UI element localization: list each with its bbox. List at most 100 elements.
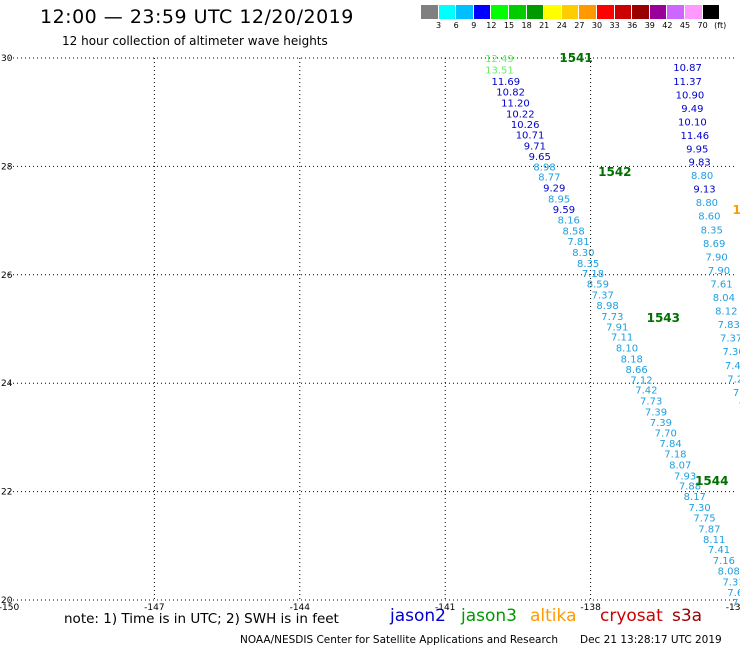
- wave-height-value: 11.20: [501, 98, 530, 109]
- wave-height-value: 7.73: [601, 312, 623, 323]
- wave-height-value: 10.87: [673, 63, 702, 74]
- wave-height-value: 9.13: [693, 185, 715, 196]
- footer-timestamp: Dec 21 13:28:17 UTC 2019: [580, 634, 722, 646]
- colorbar-label: 18: [521, 21, 532, 30]
- legend-s3a: s3a: [672, 606, 703, 626]
- x-tick-label: -138: [580, 603, 601, 613]
- wave-height-value: 7.88: [679, 482, 701, 493]
- wave-height-value: 8.60: [698, 212, 720, 223]
- wave-height-value: 7.49: [725, 361, 740, 372]
- wave-height-value: 7.39: [650, 418, 672, 429]
- wave-height-value: 8.95: [548, 194, 570, 205]
- colorbar-label: 70: [697, 21, 708, 30]
- x-tick-label: -150: [0, 603, 19, 613]
- wave-height-value: 9.65: [529, 152, 551, 163]
- x-tick-label: -144: [290, 603, 311, 613]
- wave-height-value: 10.26: [511, 120, 540, 131]
- wave-height-value: 8.58: [563, 226, 585, 237]
- colorbar-swatch: [491, 5, 509, 19]
- colorbar-label: 36: [627, 21, 638, 30]
- wave-height-value: 7.67: [727, 588, 740, 599]
- legend-jason3: jason3: [461, 606, 517, 626]
- colorbar-swatch: [667, 5, 685, 19]
- wave-height-value: 8.10: [616, 343, 638, 354]
- legend-jason2: jason2: [390, 606, 446, 626]
- colorbar-swatch: [473, 5, 492, 19]
- colorbar-label: 42: [662, 21, 673, 30]
- wave-height-value: 8.98: [533, 162, 555, 173]
- wave-height-value: 8.80: [696, 198, 718, 209]
- y-tick-label: 26: [1, 271, 13, 281]
- wave-height-value: 8.30: [572, 248, 594, 259]
- wave-height-value: 7.75: [693, 514, 715, 525]
- wave-height-value: 7.73: [640, 397, 662, 408]
- wave-height-value: 12.49: [485, 54, 514, 65]
- wave-height-value: 7.87: [698, 524, 720, 535]
- wave-height-value: 7.90: [708, 266, 730, 277]
- pass-number-label: 1544: [695, 474, 728, 488]
- wave-height-value: 9.95: [686, 145, 708, 156]
- wave-height-value: 8.12: [715, 307, 737, 318]
- note-text: note: 1) Time is in UTC; 2) SWH is in fe…: [64, 611, 339, 627]
- colorbar-label: 12: [486, 21, 497, 30]
- wave-height-value: 7.41: [708, 545, 730, 556]
- wave-height-value: 7.37: [720, 334, 740, 345]
- wave-height-value: 11.69: [491, 77, 520, 88]
- colorbar-swatch: [702, 5, 721, 19]
- x-tick-label: -147: [144, 603, 164, 613]
- wave-height-value: 9.83: [689, 158, 711, 169]
- wave-height-value: 7.30: [722, 347, 740, 358]
- wave-height-value: 7.11: [611, 333, 633, 344]
- wave-height-value: 11.46: [680, 131, 709, 142]
- colorbar-swatch: [561, 5, 580, 19]
- colorbar-swatch: [526, 5, 545, 19]
- wave-height-value: 7.39: [645, 407, 667, 418]
- colorbar-swatch: [649, 5, 668, 19]
- colorbar-swatch: [421, 5, 439, 19]
- colorbar-label: 21: [539, 21, 550, 30]
- wave-height-value: 7.84: [659, 439, 681, 450]
- colorbar-labels: 3 6 9 12 15 18 21 24 27 30 33 36 39 42 45 70 (ft): [421, 21, 740, 33]
- wave-height-value: 7.18: [664, 450, 686, 461]
- colorbar-label: 30: [591, 21, 603, 30]
- colorbar-label: 39: [644, 21, 655, 30]
- wave-height-value: 8.11: [703, 535, 725, 546]
- colorbar-swatch: [508, 5, 527, 19]
- y-tick-label: 22: [1, 488, 12, 498]
- wave-height-value: 8.04: [713, 293, 735, 304]
- pass-number-label: 1541: [559, 51, 592, 65]
- wave-height-value: 8.16: [558, 216, 580, 227]
- chart-subtitle: 12 hour collection of altimeter wave hei…: [62, 34, 328, 48]
- pass-number-label: 1542: [598, 165, 631, 179]
- y-tick-label: 20: [1, 596, 13, 606]
- colorbar-swatch: [456, 5, 474, 19]
- colorbar-swatch: [438, 5, 457, 19]
- wave-height-value: 7.12: [630, 375, 652, 386]
- wave-height-value: 8.17: [684, 492, 706, 503]
- wave-height-value: 7.83: [718, 320, 740, 331]
- colorbar-swatch: [614, 5, 633, 19]
- colorbar-swatch: [544, 5, 562, 19]
- wave-height-value: 10.71: [516, 130, 545, 141]
- y-tick-label: 24: [1, 379, 13, 389]
- wave-height-value: 7.61: [710, 279, 732, 290]
- wave-height-value: 8.18: [621, 354, 643, 365]
- colorbar-label: 3: [436, 21, 442, 30]
- wave-height-value: 8.80: [691, 171, 713, 182]
- wave-height-value: 10.82: [496, 88, 525, 99]
- wave-height-value: 10.90: [676, 90, 705, 101]
- wave-height-value: 7.: [738, 401, 740, 412]
- wave-height-value: 7.16: [713, 556, 735, 567]
- legend-altika: altika: [530, 606, 577, 626]
- wave-height-value: 7.18: [582, 269, 604, 280]
- wave-height-value: 7.37: [592, 290, 614, 301]
- colorbar-label: 33: [609, 21, 620, 30]
- colorbar-label: 24: [556, 21, 567, 30]
- x-tick-label: -135: [726, 603, 740, 613]
- wave-height-value: 9.59: [553, 205, 575, 216]
- wave-height-value: 8.98: [596, 301, 618, 312]
- wave-height-value: 9.49: [681, 104, 703, 115]
- wave-height-value: 9.71: [524, 141, 546, 152]
- pass-number-label: 14: [732, 203, 740, 217]
